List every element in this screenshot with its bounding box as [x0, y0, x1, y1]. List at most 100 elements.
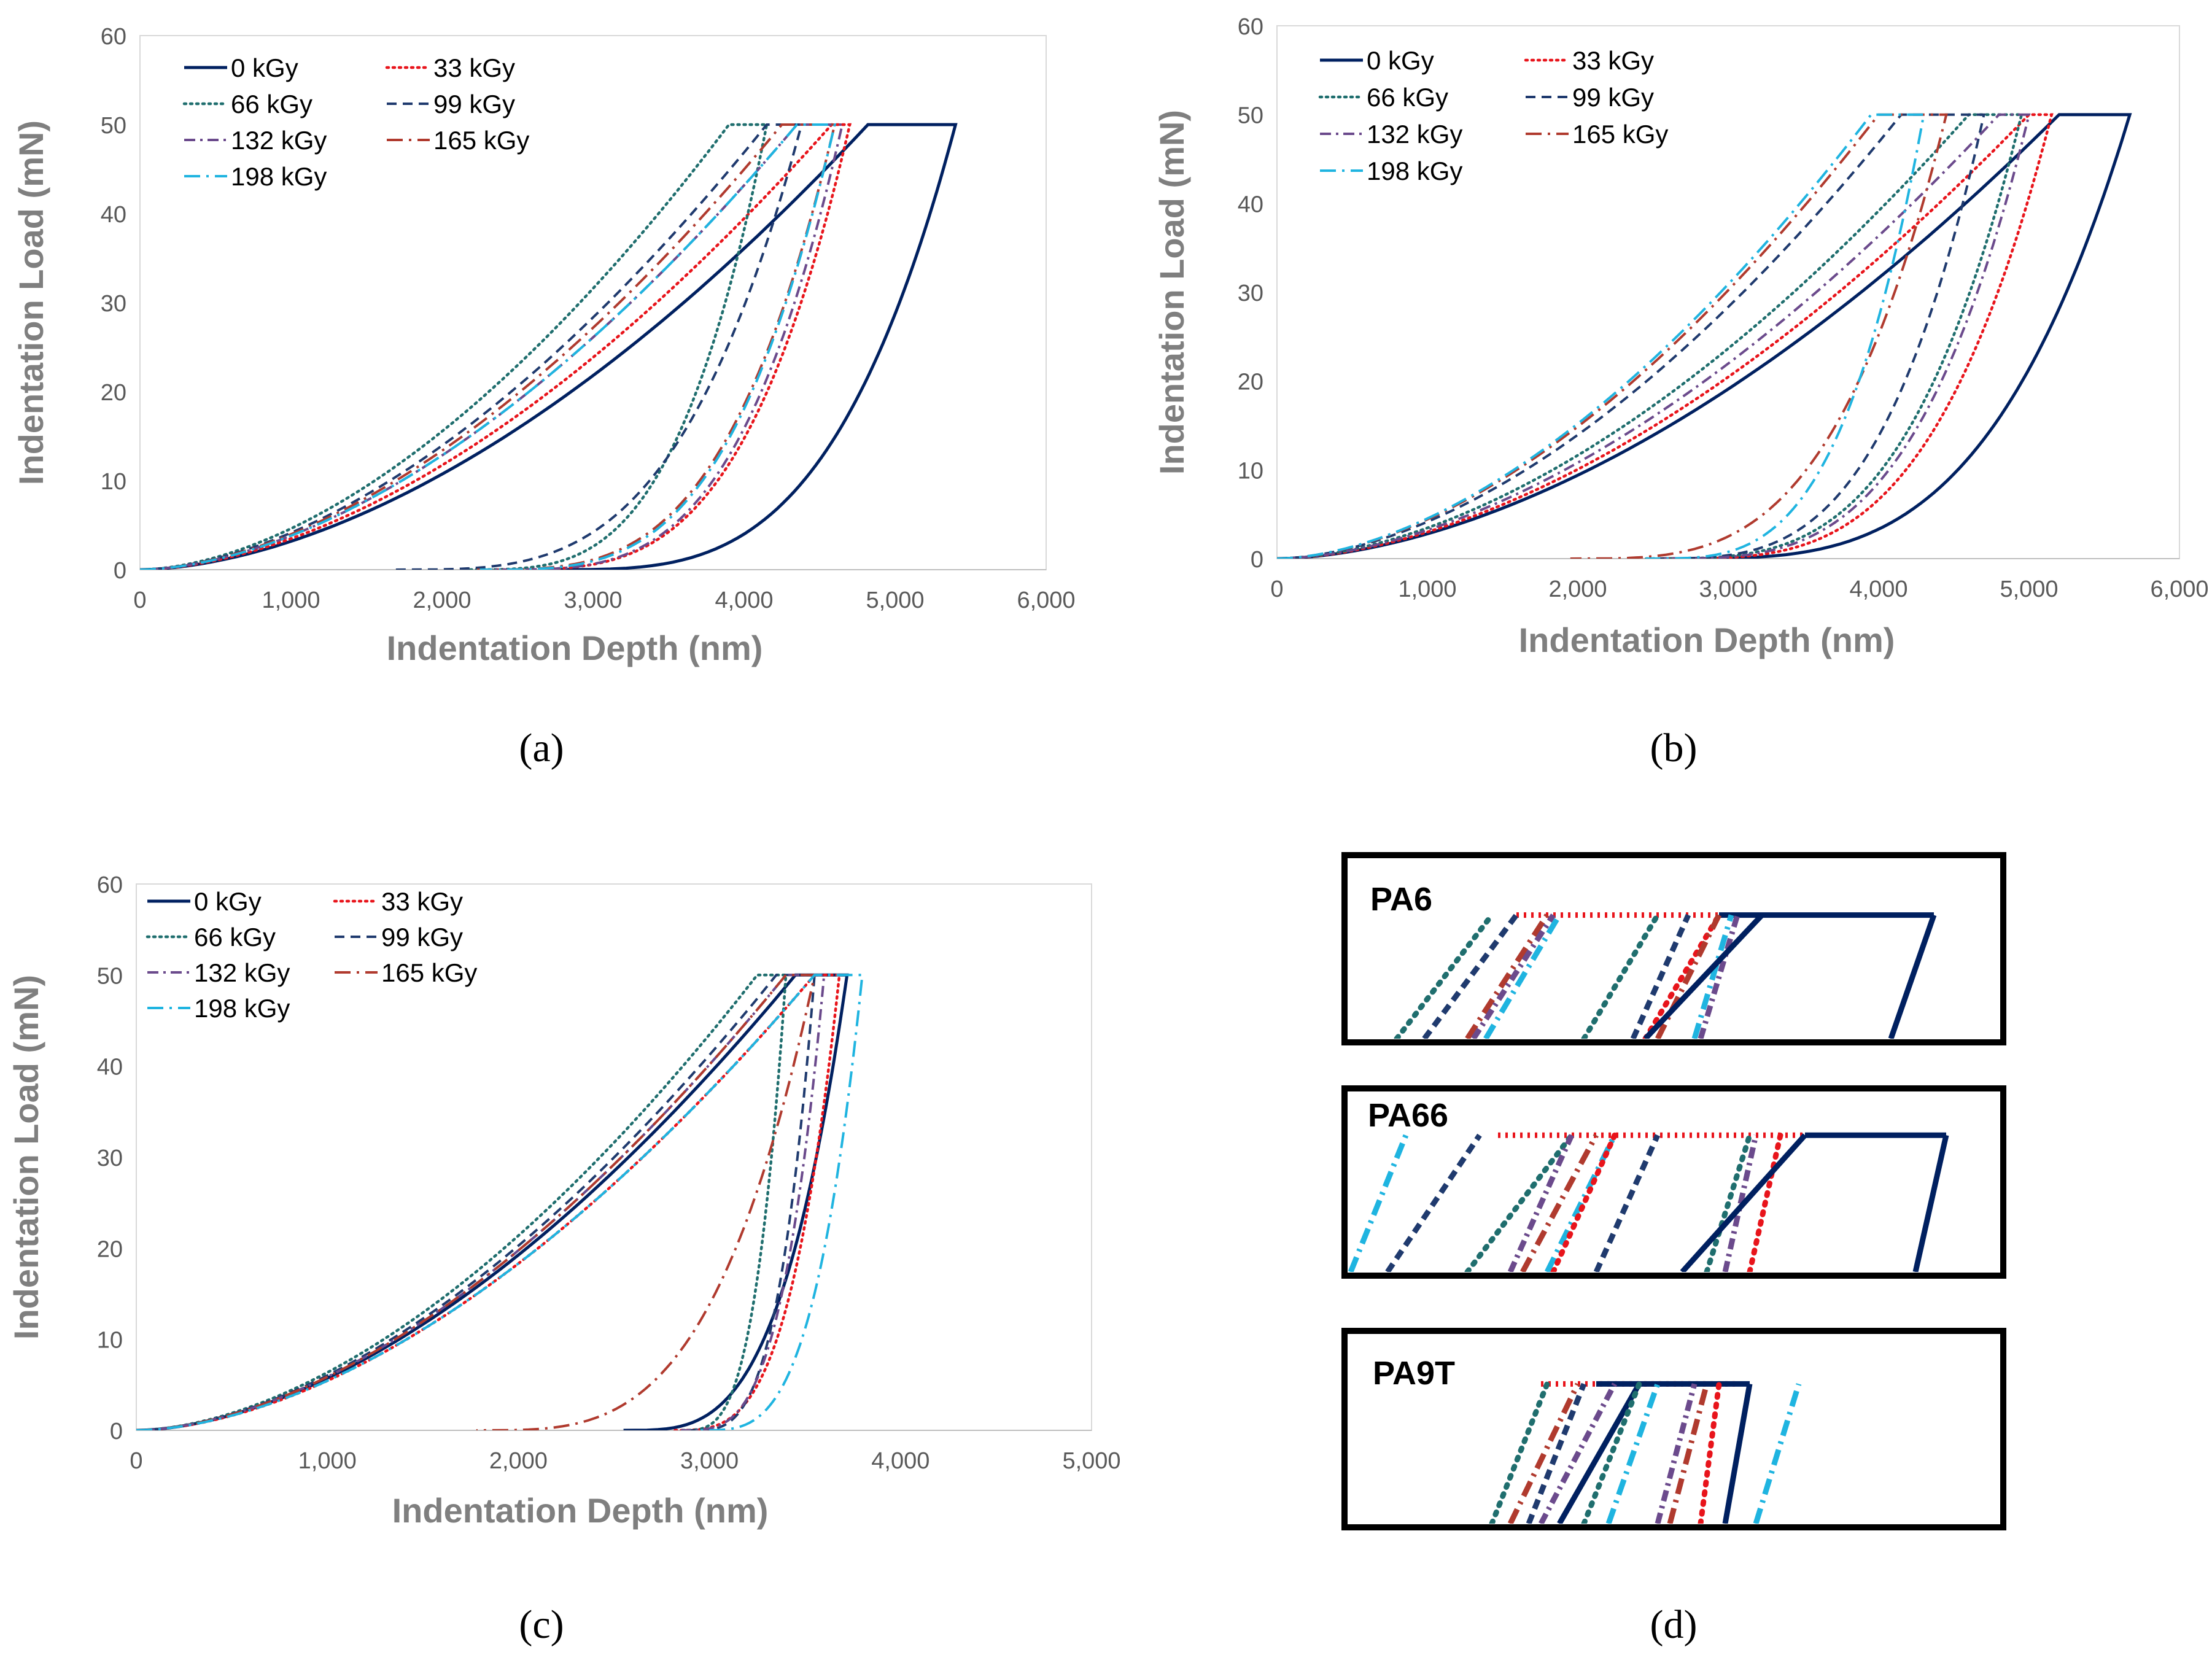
inset-line-66kGy [1581, 1381, 1642, 1524]
inset-line-165kGy [1507, 1382, 1581, 1524]
legend-label: 66 kGy [194, 923, 276, 952]
inset-line-99kGy [1630, 913, 1691, 1039]
x-tick-label: 2,000 [489, 1448, 548, 1474]
inset-line-132kGy [1539, 1382, 1617, 1524]
panel-b: 0 1,000 2,000 3,000 4,000 5,000 6,000 0 10 20 30 40… [1152, 14, 2209, 770]
legend-label: 33 kGy [433, 53, 515, 82]
series-line-198kGy [140, 123, 837, 570]
inset-line-165kGy [1465, 913, 1550, 1039]
series-line-66kGy [140, 123, 769, 570]
inset-line-66kGy [1489, 1381, 1550, 1524]
inset-line-33kGy [1642, 912, 1722, 1039]
y-axis-label: Indentation Load (mN) [7, 975, 45, 1339]
inset-line-99kGy [1385, 1133, 1482, 1272]
x-tick-label: 3,000 [564, 587, 622, 613]
caption-a: (a) [519, 726, 564, 770]
x-tick-label: 5,000 [866, 587, 924, 613]
series-line-66kGy [1277, 113, 2024, 559]
inset-line-0kGy [1888, 914, 1937, 1039]
x-axis-label: Indentation Depth (nm) [392, 1491, 769, 1530]
x-tick-label: 5,000 [1062, 1448, 1120, 1474]
series-line-33kGy [140, 123, 852, 570]
x-tick-label: 3,000 [680, 1448, 739, 1474]
inset-line-66kGy [1464, 1132, 1575, 1272]
inset-curves [1348, 1132, 1949, 1272]
inset-line-99kGy [1526, 1382, 1587, 1524]
x-tick-label: 0 [130, 1448, 142, 1474]
legend-label: 66 kGy [1367, 83, 1448, 112]
x-axis-label: Indentation Depth (nm) [387, 629, 763, 667]
y-tick-label: 0 [110, 1419, 123, 1444]
inset-line-198kGy [1605, 1382, 1661, 1524]
series-line-99kGy [136, 974, 816, 1430]
inset-line-99kGy [1422, 913, 1519, 1039]
y-tick-label: 40 [1238, 192, 1263, 217]
legend-label: 0 kGy [1367, 46, 1434, 75]
legend-label: 132 kGy [1367, 120, 1462, 149]
series-lines [136, 973, 864, 1430]
legend: 0 kGy 33 kGy 66 kGy 99 kGy 132 kGy 165 kGy 198… [182, 53, 529, 191]
series-line-33kGy [136, 974, 841, 1430]
inset-frame [1341, 1328, 2006, 1530]
inset-lines [1394, 912, 1937, 1039]
x-tick-label: 1,000 [1398, 576, 1456, 602]
inset-title: PA9T [1373, 1355, 1455, 1392]
panel-a: 0 1,000 2,000 3,000 4,000 5,000 6,000 0 10 20 30 40… [12, 24, 1076, 770]
x-tick-label: 0 [133, 587, 146, 613]
y-tick-label: 0 [1251, 547, 1263, 573]
x-tick-label: 0 [1270, 576, 1283, 602]
inset-line-66kGy [1394, 912, 1495, 1039]
caption-d: (d) [1650, 1602, 1698, 1647]
legend-label: 0 kGy [194, 887, 262, 916]
legend-label: 198 kGy [194, 994, 290, 1023]
y-tick-label: 0 [114, 558, 126, 584]
x-tick-label: 3,000 [1699, 576, 1757, 602]
y-tick-label: 50 [1238, 103, 1263, 129]
inset-line-33kGy [1747, 1132, 1783, 1272]
y-tick-label: 40 [97, 1055, 123, 1080]
legend-label: 198 kGy [1367, 157, 1462, 185]
inset-pa6: PA6 [1341, 852, 2006, 1045]
x-tick-label: 6,000 [2150, 576, 2208, 602]
inset-line-132kGy [1471, 913, 1556, 1039]
y-axis-label: Indentation Load (mN) [12, 120, 50, 485]
y-tick-label: 60 [97, 872, 123, 898]
y-axis-label: Indentation Load (mN) [1152, 110, 1191, 475]
x-tick-label: 5,000 [2000, 576, 2058, 602]
y-tick-label: 30 [1238, 281, 1263, 306]
inset-line-132kGy [1698, 914, 1740, 1039]
series-lines [1277, 113, 2132, 559]
inset-line-0kGy [1643, 913, 1764, 1039]
series-line-198kGy [136, 974, 864, 1430]
y-tick-label: 40 [101, 202, 126, 228]
x-tick-label: 6,000 [1017, 587, 1075, 613]
y-tick-label: 50 [97, 963, 123, 989]
chart-b: 0 1,000 2,000 3,000 4,000 5,000 6,000 0 10 20 30 40… [1152, 14, 2209, 659]
inset-line-99kGy [1593, 1134, 1661, 1272]
legend-label: 165 kGy [433, 126, 529, 155]
legend-label: 0 kGy [231, 53, 298, 82]
x-tick-label: 2,000 [413, 587, 471, 613]
legend: 0 kGy 33 kGy 66 kGy 99 kGy 132 kGy 165 kGy 198… [146, 887, 477, 1023]
y-tick-label: 10 [97, 1328, 123, 1354]
inset-pa66: PA66 [1341, 1085, 2006, 1279]
inset-line-0kGy [1722, 1383, 1753, 1524]
inset-line-66kGy [1704, 1132, 1753, 1272]
inset-curves [1489, 1381, 1802, 1524]
series-line-0kGy [140, 123, 958, 570]
legend-label: 33 kGy [1572, 46, 1654, 75]
y-tick-label: 50 [101, 113, 126, 139]
x-axis-label: Indentation Depth (nm) [1519, 621, 1895, 659]
y-tick-label: 60 [101, 24, 126, 50]
legend-label: 99 kGy [1572, 83, 1654, 112]
inset-frame [1341, 1085, 2006, 1279]
caption-b: (b) [1650, 726, 1698, 770]
legend-label: 66 kGy [231, 90, 312, 118]
chart-c: 0 1,000 2,000 3,000 4,000 5,000 0 10 20 30 40 50 60 I… [7, 872, 1121, 1530]
legend-label: 99 kGy [381, 923, 463, 952]
legend-label: 165 kGy [381, 958, 477, 987]
inset-lines [1348, 1132, 1949, 1272]
inset-curves [1394, 912, 1937, 1039]
inset-line-165kGy [1520, 1134, 1599, 1272]
y-tick-label: 30 [101, 291, 126, 317]
